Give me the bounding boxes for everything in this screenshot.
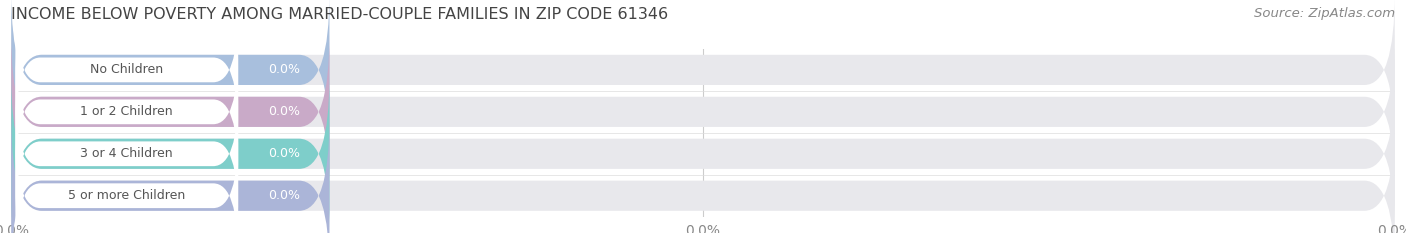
Text: INCOME BELOW POVERTY AMONG MARRIED-COUPLE FAMILIES IN ZIP CODE 61346: INCOME BELOW POVERTY AMONG MARRIED-COUPL…: [11, 7, 668, 22]
Text: Source: ZipAtlas.com: Source: ZipAtlas.com: [1254, 7, 1395, 20]
Text: No Children: No Children: [90, 63, 163, 76]
FancyBboxPatch shape: [15, 49, 238, 175]
FancyBboxPatch shape: [11, 119, 1395, 233]
FancyBboxPatch shape: [15, 7, 238, 133]
FancyBboxPatch shape: [15, 91, 238, 217]
Text: 0.0%: 0.0%: [267, 147, 299, 160]
FancyBboxPatch shape: [11, 77, 329, 231]
Text: 1 or 2 Children: 1 or 2 Children: [80, 105, 173, 118]
FancyBboxPatch shape: [11, 119, 329, 233]
FancyBboxPatch shape: [11, 0, 1395, 147]
Text: 3 or 4 Children: 3 or 4 Children: [80, 147, 173, 160]
FancyBboxPatch shape: [15, 133, 238, 233]
Text: 0.0%: 0.0%: [267, 189, 299, 202]
FancyBboxPatch shape: [11, 0, 329, 147]
Text: 0.0%: 0.0%: [267, 63, 299, 76]
FancyBboxPatch shape: [11, 35, 1395, 189]
FancyBboxPatch shape: [11, 35, 329, 189]
Text: 5 or more Children: 5 or more Children: [67, 189, 186, 202]
FancyBboxPatch shape: [11, 77, 1395, 231]
Text: 0.0%: 0.0%: [267, 105, 299, 118]
